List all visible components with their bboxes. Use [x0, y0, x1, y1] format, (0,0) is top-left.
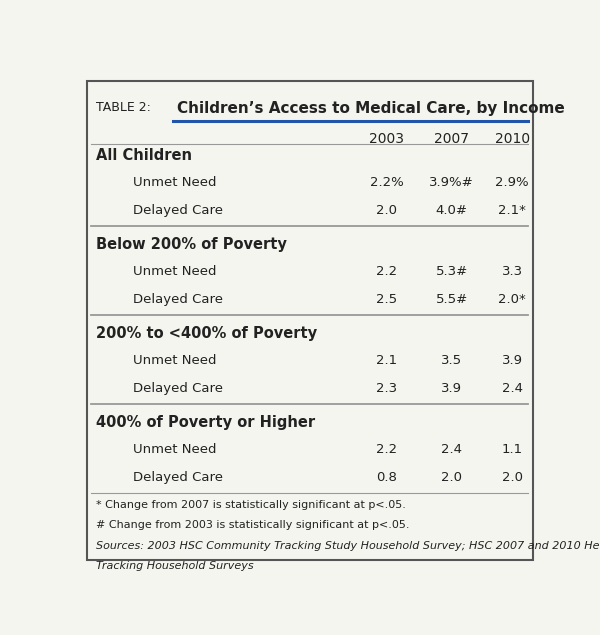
Text: 2.0: 2.0: [376, 204, 397, 217]
Text: Below 200% of Poverty: Below 200% of Poverty: [96, 237, 287, 251]
Text: 3.3: 3.3: [502, 265, 523, 278]
Text: Delayed Care: Delayed Care: [133, 293, 223, 306]
Text: Delayed Care: Delayed Care: [133, 382, 223, 395]
Text: Delayed Care: Delayed Care: [133, 204, 223, 217]
Text: Unmet Need: Unmet Need: [133, 265, 217, 278]
Text: 3.9: 3.9: [441, 382, 462, 395]
Text: 2.4: 2.4: [502, 382, 523, 395]
Text: Tracking Household Surveys: Tracking Household Surveys: [96, 561, 254, 572]
Text: Unmet Need: Unmet Need: [133, 443, 217, 456]
Text: 3.9%#: 3.9%#: [429, 176, 474, 189]
Text: Unmet Need: Unmet Need: [133, 176, 217, 189]
Text: 2.1: 2.1: [376, 354, 397, 367]
Text: 200% to <400% of Poverty: 200% to <400% of Poverty: [96, 326, 317, 340]
Text: Unmet Need: Unmet Need: [133, 354, 217, 367]
Text: Children’s Access to Medical Care, by Income: Children’s Access to Medical Care, by In…: [178, 101, 565, 116]
Text: 1.1: 1.1: [502, 443, 523, 456]
Text: 2007: 2007: [434, 132, 469, 146]
Text: 2.4: 2.4: [441, 443, 462, 456]
Text: 2.5: 2.5: [376, 293, 397, 306]
Text: 2.2%: 2.2%: [370, 176, 403, 189]
Text: * Change from 2007 is statistically significant at p<.05.: * Change from 2007 is statistically sign…: [96, 500, 406, 510]
FancyBboxPatch shape: [86, 81, 533, 560]
Text: 0.8: 0.8: [376, 471, 397, 484]
Text: 2.2: 2.2: [376, 265, 397, 278]
Text: All Children: All Children: [96, 147, 192, 163]
Text: 2.1*: 2.1*: [498, 204, 526, 217]
Text: 400% of Poverty or Higher: 400% of Poverty or Higher: [96, 415, 315, 429]
Text: 2.2: 2.2: [376, 443, 397, 456]
Text: 5.3#: 5.3#: [436, 265, 468, 278]
Text: 2.0: 2.0: [502, 471, 523, 484]
Text: 2.3: 2.3: [376, 382, 397, 395]
Text: 2.0: 2.0: [441, 471, 462, 484]
Text: 2003: 2003: [369, 132, 404, 146]
Text: Sources: 2003 HSC Community Tracking Study Household Survey; HSC 2007 and 2010 H: Sources: 2003 HSC Community Tracking Stu…: [96, 541, 600, 551]
Text: Delayed Care: Delayed Care: [133, 471, 223, 484]
Text: # Change from 2003 is statistically significant at p<.05.: # Change from 2003 is statistically sign…: [96, 520, 409, 530]
Text: 2.9%: 2.9%: [495, 176, 529, 189]
Text: 3.5: 3.5: [441, 354, 462, 367]
Text: 5.5#: 5.5#: [436, 293, 468, 306]
Text: TABLE 2:: TABLE 2:: [96, 101, 151, 114]
Text: 4.0#: 4.0#: [436, 204, 467, 217]
Text: 2.0*: 2.0*: [498, 293, 526, 306]
Text: 3.9: 3.9: [502, 354, 523, 367]
Text: 2010: 2010: [494, 132, 530, 146]
